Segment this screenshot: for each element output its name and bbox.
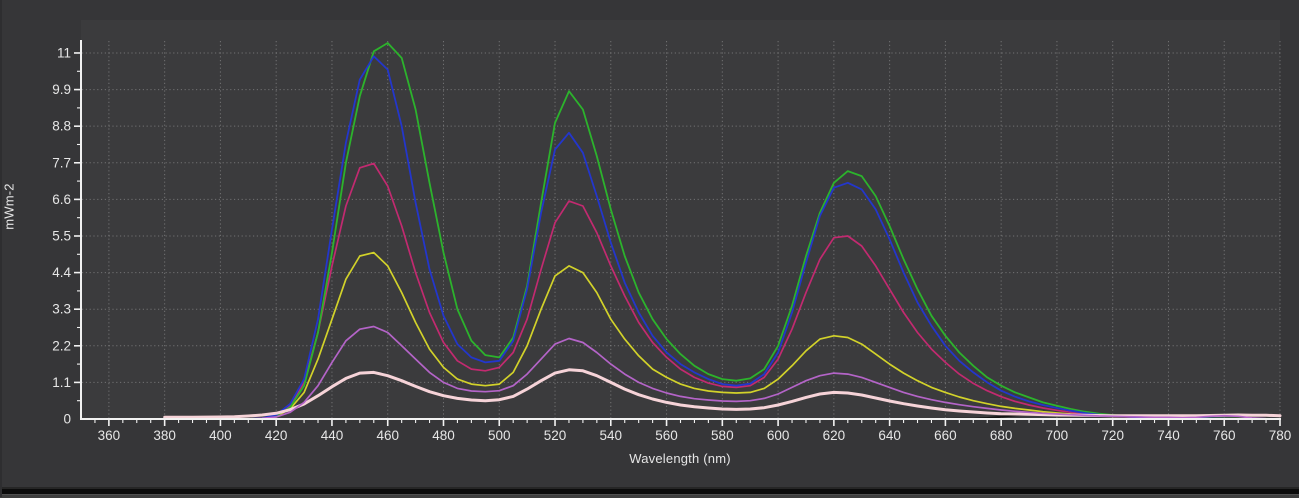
series-yellow-trace <box>80 251 1281 420</box>
window-left-edge <box>0 0 2 497</box>
x-tick-label: 500 <box>488 428 511 443</box>
y-tick-label: 11 <box>57 45 71 60</box>
x-tick-label: 540 <box>600 428 623 443</box>
y-axis-title: mWm-2 <box>1 183 17 230</box>
y-tick-label: 2.2 <box>52 338 71 353</box>
series-green-trace <box>80 42 1281 420</box>
x-tick-label: 640 <box>878 428 901 443</box>
series-blue-trace <box>80 55 1281 420</box>
x-tick-label: 600 <box>767 428 790 443</box>
x-tick-label: 580 <box>711 428 734 443</box>
y-tick-label: 6.6 <box>52 192 71 207</box>
x-tick-label: 780 <box>1269 428 1292 443</box>
x-tick-label: 380 <box>153 428 176 443</box>
x-tick-label: 460 <box>376 428 399 443</box>
series-orchid-trace <box>80 325 1281 420</box>
y-tick-label: 7.7 <box>52 155 71 170</box>
x-tick-label: 700 <box>1046 428 1069 443</box>
x-tick-label: 660 <box>934 428 957 443</box>
x-tick-label: 420 <box>265 428 288 443</box>
x-tick-label: 680 <box>990 428 1013 443</box>
y-tick-label: 8.8 <box>52 119 71 134</box>
x-tick-label: 560 <box>655 428 678 443</box>
plot-area-background <box>81 20 1280 419</box>
x-tick-label: 360 <box>98 428 121 443</box>
x-tick-label: 620 <box>823 428 846 443</box>
y-tick-label: 9.9 <box>52 82 71 97</box>
series-crimson-trace <box>80 162 1281 420</box>
y-tick-label: 5.5 <box>52 228 71 243</box>
x-tick-label: 740 <box>1157 428 1180 443</box>
x-tick-label: 440 <box>321 428 344 443</box>
y-tick-label: 1.1 <box>52 375 71 390</box>
y-tick-label: 0 <box>63 412 71 427</box>
x-tick-label: 520 <box>544 428 567 443</box>
x-axis-title: Wavelength (nm) <box>629 451 731 466</box>
panel-divider <box>0 489 1299 494</box>
x-tick-label: 480 <box>432 428 455 443</box>
y-tick-label: 3.3 <box>52 302 71 317</box>
x-tick-label: 720 <box>1101 428 1124 443</box>
x-tick-label: 760 <box>1213 428 1236 443</box>
y-tick-label: 4.4 <box>52 265 71 280</box>
panel-divider-shadow <box>0 487 1299 489</box>
x-tick-label: 400 <box>209 428 232 443</box>
series-pink-trace <box>163 368 1282 419</box>
bottom-panel-edge <box>0 494 1299 498</box>
